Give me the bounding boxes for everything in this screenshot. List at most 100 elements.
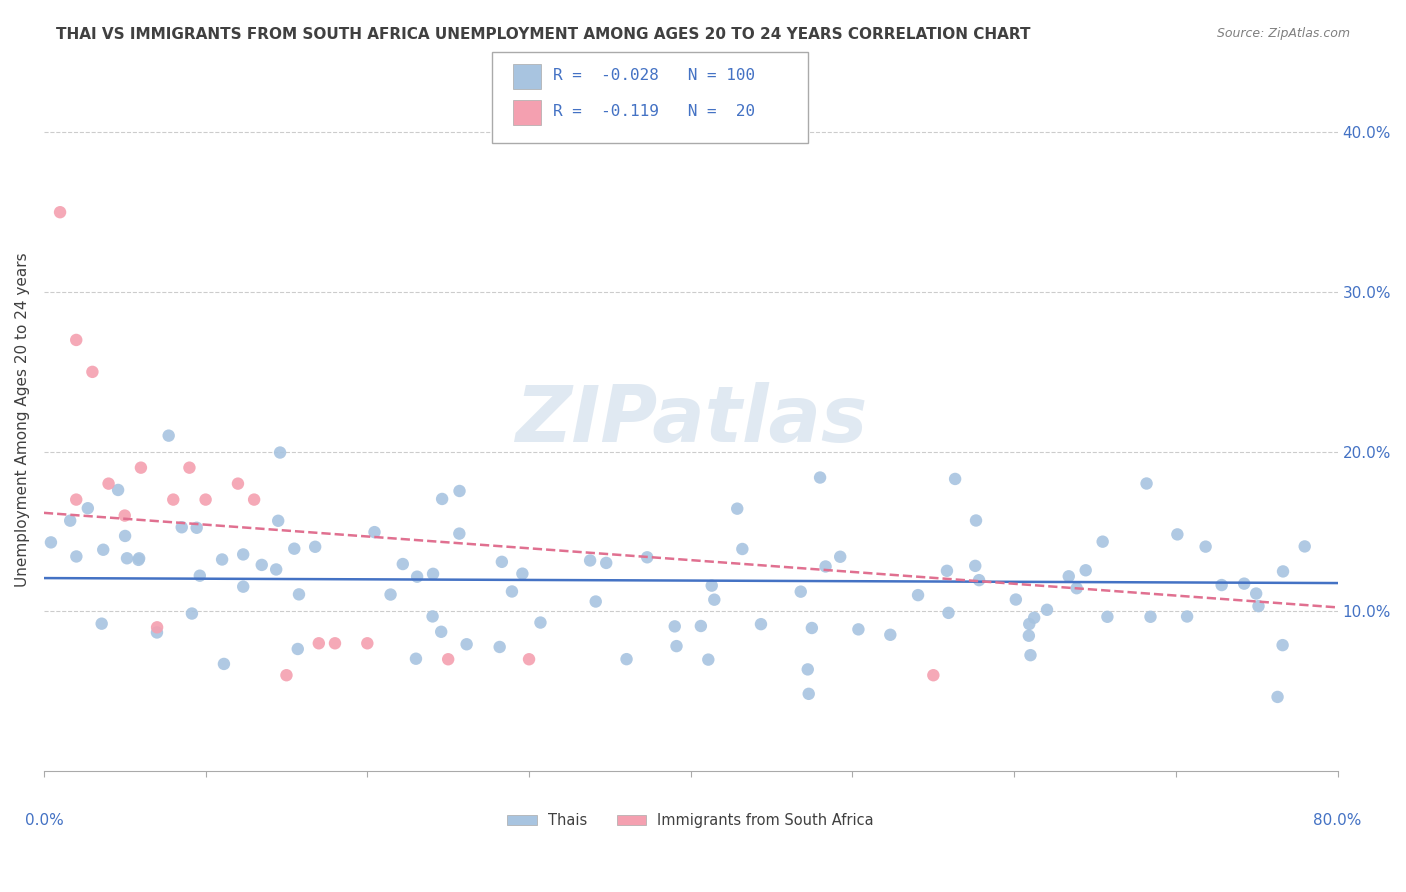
Point xyxy=(422,566,444,581)
Point xyxy=(170,520,193,534)
Point xyxy=(308,636,330,650)
Point xyxy=(697,652,720,666)
Point xyxy=(907,588,929,602)
Point xyxy=(1271,638,1294,652)
Point xyxy=(1267,690,1289,704)
Point xyxy=(936,564,959,578)
Point xyxy=(879,628,901,642)
Point xyxy=(1233,576,1256,591)
Point xyxy=(232,580,254,594)
Point xyxy=(830,549,852,564)
Point xyxy=(82,365,104,379)
Point xyxy=(1294,540,1316,554)
Point xyxy=(665,639,688,653)
Point xyxy=(288,587,311,601)
Point xyxy=(59,514,82,528)
Text: 80.0%: 80.0% xyxy=(1313,814,1362,828)
Point xyxy=(181,607,204,621)
Point xyxy=(1194,540,1216,554)
Point xyxy=(501,584,523,599)
Point xyxy=(488,640,510,654)
Point xyxy=(449,483,471,498)
Text: THAI VS IMMIGRANTS FROM SOUTH AFRICA UNEMPLOYMENT AMONG AGES 20 TO 24 YEARS CORR: THAI VS IMMIGRANTS FROM SOUTH AFRICA UNE… xyxy=(56,27,1031,42)
Point xyxy=(725,501,748,516)
Point xyxy=(243,492,266,507)
Point xyxy=(283,541,305,556)
Point xyxy=(965,558,987,573)
Point xyxy=(664,619,686,633)
Point xyxy=(1036,603,1059,617)
Point xyxy=(1057,569,1080,583)
Point xyxy=(1019,648,1042,662)
Point xyxy=(517,652,540,666)
Point xyxy=(49,205,72,219)
Point xyxy=(380,588,402,602)
Point xyxy=(1024,611,1046,625)
Point xyxy=(250,558,273,572)
Point xyxy=(430,491,453,506)
Point xyxy=(188,568,211,582)
Point xyxy=(943,472,966,486)
Point xyxy=(269,445,291,459)
Point xyxy=(491,555,513,569)
Point xyxy=(115,551,138,566)
Point xyxy=(1211,578,1233,592)
Point xyxy=(922,668,945,682)
Point xyxy=(1139,609,1161,624)
Point xyxy=(267,514,290,528)
Point xyxy=(356,636,378,650)
Text: Source: ZipAtlas.com: Source: ZipAtlas.com xyxy=(1216,27,1350,40)
Point xyxy=(814,559,837,574)
Point xyxy=(194,492,217,507)
Point xyxy=(965,514,987,528)
Point xyxy=(323,636,346,650)
Point xyxy=(1074,563,1097,577)
Point xyxy=(114,529,136,543)
Point xyxy=(1247,599,1270,614)
Point xyxy=(179,460,201,475)
Point xyxy=(127,553,149,567)
Point xyxy=(585,594,607,608)
Point xyxy=(1018,629,1040,643)
Point xyxy=(689,619,711,633)
Text: R =  -0.028   N = 100: R = -0.028 N = 100 xyxy=(553,69,755,83)
Point xyxy=(406,570,429,584)
Point xyxy=(146,625,169,640)
Point xyxy=(1272,565,1295,579)
Point xyxy=(595,556,617,570)
Point xyxy=(91,542,114,557)
Point xyxy=(1005,592,1028,607)
Point xyxy=(422,609,444,624)
Point xyxy=(65,492,87,507)
Point xyxy=(65,549,87,564)
Point xyxy=(1166,527,1188,541)
Point xyxy=(107,483,129,497)
Point xyxy=(90,616,112,631)
Point xyxy=(65,333,87,347)
Point xyxy=(636,550,658,565)
Point xyxy=(276,668,298,682)
Point xyxy=(232,548,254,562)
Point xyxy=(39,535,62,549)
Point xyxy=(938,606,960,620)
Point xyxy=(437,652,460,666)
Point xyxy=(703,592,725,607)
Point xyxy=(579,553,602,567)
Point xyxy=(304,540,326,554)
Point xyxy=(797,662,820,676)
Point xyxy=(967,573,990,587)
Point xyxy=(287,642,309,657)
Point xyxy=(731,541,754,556)
Point xyxy=(405,651,427,665)
Point xyxy=(700,579,723,593)
Point xyxy=(1135,476,1157,491)
Point xyxy=(186,521,208,535)
Point xyxy=(797,687,820,701)
Point xyxy=(264,562,287,576)
Point xyxy=(808,470,831,484)
Point xyxy=(848,623,870,637)
Point xyxy=(749,617,772,632)
Point xyxy=(616,652,638,666)
Point xyxy=(449,526,471,541)
Point xyxy=(157,428,180,442)
